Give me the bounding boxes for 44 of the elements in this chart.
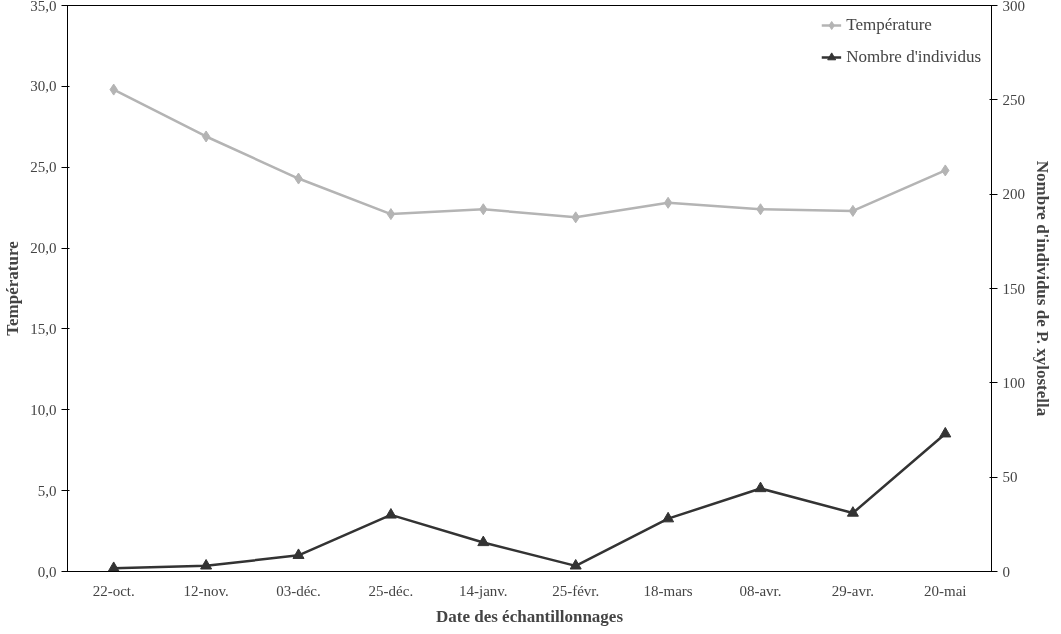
y2-axis-title: Nombre d'individus de P. xylostella [1033,160,1052,417]
legend-label: Température [846,15,932,35]
point [848,204,858,217]
y-tick-label: 25,0 [30,159,57,176]
y2-tick-label: 150 [1002,280,1025,297]
x-tick-label: 25-déc. [368,582,414,599]
point [200,558,213,570]
x-tick-label: 14-janv. [459,582,508,599]
y-axis-title: Température [3,240,23,336]
point [201,130,211,143]
y-tick-label: 5,0 [37,482,57,499]
x-tick-label: 12-nov. [183,582,229,599]
point [846,506,859,517]
point [384,508,397,519]
x-tick-label: 25-févr. [552,582,600,599]
x-tick-label: 20-mai [924,582,967,599]
y-tick-label: 15,0 [30,320,57,337]
x-tick-label: 22-oct. [92,582,135,599]
point [477,535,490,547]
point [754,481,767,493]
y-tick-label: 10,0 [30,401,57,418]
y2-tick-label: 200 [1002,186,1025,203]
y2-tick-label: 0 [1002,563,1010,580]
y2-tick-label: 50 [1002,469,1018,486]
legend-label: Nombre d'individus [846,47,981,67]
x-tick-label: 03-déc. [276,582,321,599]
point [386,208,396,221]
point [569,558,582,570]
y2-tick-label: 300 [1002,0,1025,14]
y-tick-label: 0,0 [37,563,57,580]
x-tick-label: 18-mars [643,582,693,599]
y2-tick-label: 100 [1002,374,1025,391]
point [662,511,675,523]
point [292,548,305,559]
point [107,561,120,572]
y-tick-label: 30,0 [30,78,57,95]
y-tick-label: 35,0 [30,0,57,14]
point [939,426,952,438]
x-tick-label: 08-avr. [739,582,782,599]
y2-tick-label: 250 [1002,91,1025,108]
point [663,196,673,209]
x-axis-title: Date des échantillonnages [436,606,624,626]
x-tick-label: 29-avr. [831,582,874,599]
y-tick-label: 20,0 [30,240,57,257]
